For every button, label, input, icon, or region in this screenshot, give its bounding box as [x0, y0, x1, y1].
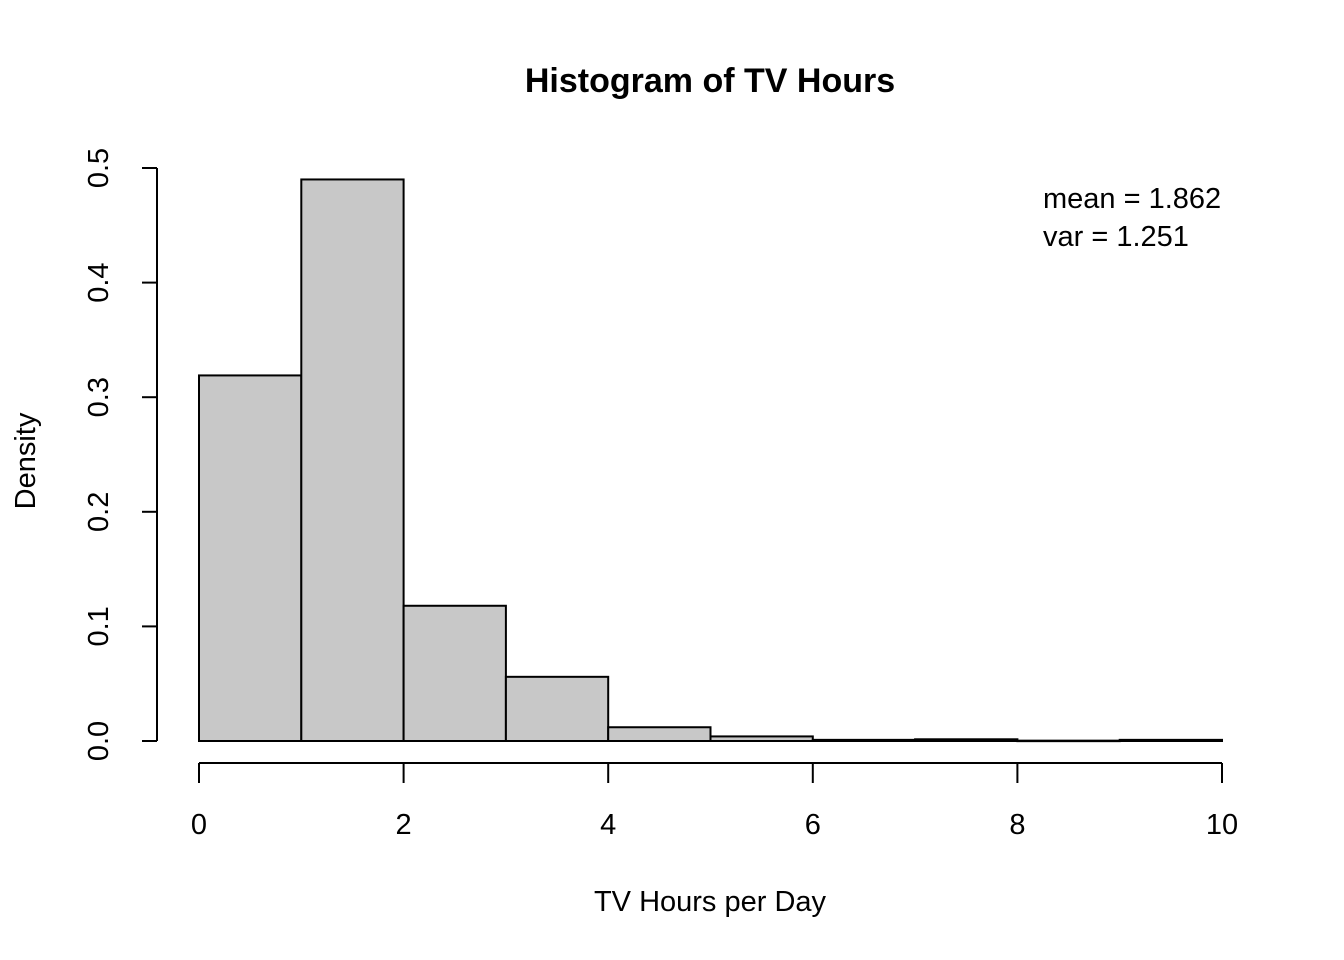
x-tick-label-3: 6 [805, 809, 821, 841]
x-tick-label-5: 10 [1206, 809, 1238, 841]
bar-2 [402, 604, 507, 742]
bar-8 [1016, 739, 1121, 743]
bar-0 [198, 374, 303, 742]
variance-annotation: var = 1.251 [1043, 221, 1189, 253]
chart-title: Histogram of TV Hours [525, 62, 895, 100]
y-tick-label-0: 0.0 [83, 721, 115, 761]
bar-6 [811, 738, 917, 743]
y-tick-label-2: 0.2 [83, 492, 115, 532]
y-tick-label-5: 0.5 [83, 148, 115, 188]
y-tick-label-4: 0.4 [83, 262, 115, 302]
x-axis: 0 2 4 6 8 10 [191, 762, 1238, 841]
x-axis-label: TV Hours per Day [594, 886, 827, 918]
x-tick-label-1: 2 [396, 809, 412, 841]
y-axis-label: Density [10, 412, 42, 509]
x-tick-label-0: 0 [191, 809, 207, 841]
y-tick-label-1: 0.1 [83, 606, 115, 646]
y-tick-label-3: 0.3 [83, 377, 115, 417]
bar-3 [504, 675, 610, 742]
bar-5 [709, 735, 814, 743]
y-axis: 0.0 0.1 0.2 0.3 0.4 0.5 [83, 148, 158, 761]
bar-9 [1118, 738, 1223, 743]
bars-group [198, 178, 1223, 743]
x-tick-label-2: 4 [600, 809, 616, 841]
bar-1 [300, 178, 405, 742]
x-tick-label-4: 8 [1009, 809, 1025, 841]
mean-annotation: mean = 1.862 [1043, 183, 1221, 215]
bar-7 [914, 738, 1019, 743]
bar-4 [607, 726, 712, 742]
